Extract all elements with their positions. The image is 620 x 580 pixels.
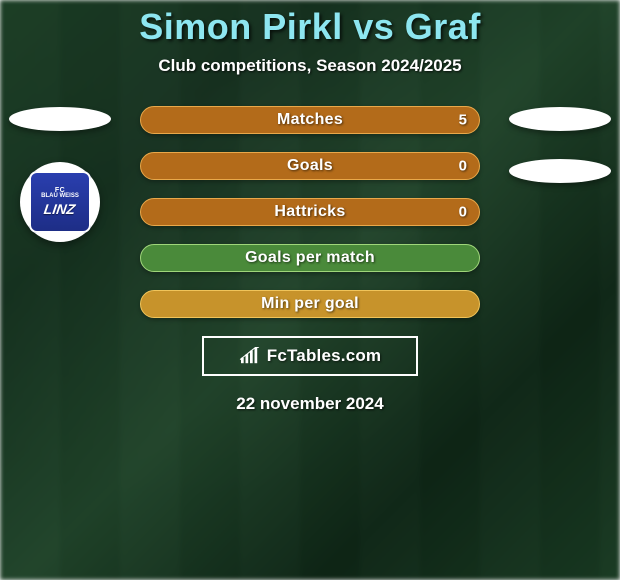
player-right-marker-1 (509, 107, 611, 131)
stat-value-right: 5 (459, 112, 467, 129)
stat-label: Hattricks (274, 203, 345, 221)
page-subtitle: Club competitions, Season 2024/2025 (158, 56, 461, 76)
stats-section: FC BLAU WEISS LINZ Matches5Goals0Hattric… (0, 106, 620, 318)
page-title: Simon Pirkl vs Graf (139, 6, 481, 48)
stat-column: Matches 5 Goals 0 Hattricks 0 Goals per match M… (140, 106, 480, 318)
bar-chart-icon (239, 347, 261, 365)
player-left-marker-1 (9, 107, 111, 131)
stat-pill: Goals 0 (140, 152, 480, 180)
stat-value-right: 0 (459, 158, 467, 175)
club-badge-line3: LINZ (43, 201, 76, 217)
footer-date: 22 november 2024 (236, 394, 383, 414)
stat-pill: Matches 5 (140, 106, 480, 134)
club-badge-left: FC BLAU WEISS LINZ (20, 162, 100, 242)
stat-label: Goals (287, 157, 333, 175)
club-badge-line2: BLAU WEISS (41, 193, 79, 199)
stat-label: Min per goal (261, 295, 359, 313)
stat-pill: Goals per match (140, 244, 480, 272)
club-badge-inner: FC BLAU WEISS LINZ (29, 171, 91, 233)
stat-pill: Hattricks 0 (140, 198, 480, 226)
stat-label: Matches (277, 111, 343, 129)
stat-pill: Min per goal (140, 290, 480, 318)
brand-text: FcTables.com (267, 346, 382, 366)
player-right-marker-2 (509, 159, 611, 183)
stat-label: Goals per match (245, 249, 375, 267)
brand-box: FcTables.com (202, 336, 418, 376)
stat-value-right: 0 (459, 204, 467, 221)
content-root: Simon Pirkl vs Graf Club competitions, S… (0, 0, 620, 414)
